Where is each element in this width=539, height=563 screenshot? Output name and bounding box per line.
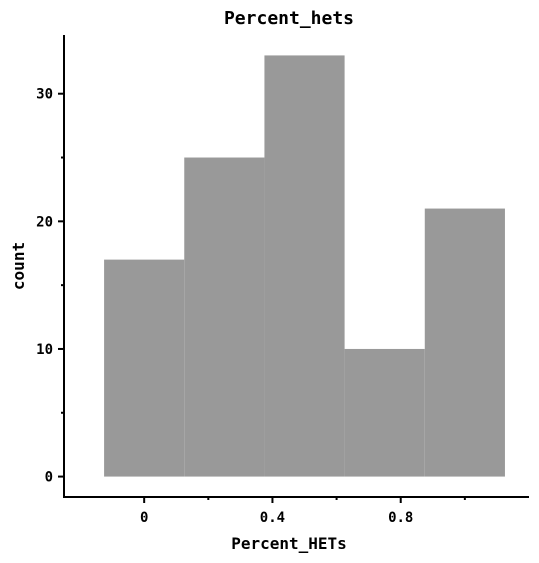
x-tick-label: 0 bbox=[140, 510, 148, 526]
y-tick-label: 10 bbox=[36, 342, 53, 358]
histogram-bar bbox=[184, 158, 264, 477]
histogram-bar bbox=[264, 55, 344, 476]
bars-group bbox=[104, 55, 505, 476]
x-axis-title: Percent_HETs bbox=[231, 534, 347, 553]
x-tick-label: 0.4 bbox=[260, 510, 285, 526]
x-ticks-group: 0 0.4 0.8 bbox=[140, 497, 465, 526]
histogram-bar bbox=[345, 349, 425, 477]
y-axis-title: count bbox=[9, 242, 28, 290]
y-tick-label: 30 bbox=[36, 87, 53, 103]
chart-title: Percent_hets bbox=[224, 8, 354, 29]
y-tick-label: 0 bbox=[45, 470, 53, 486]
x-tick-label: 0.8 bbox=[388, 510, 413, 526]
y-tick-label: 20 bbox=[36, 214, 53, 230]
histogram-bar bbox=[104, 260, 184, 477]
histogram-bar bbox=[425, 209, 505, 477]
y-ticks-group: 0 10 20 30 bbox=[36, 87, 64, 486]
